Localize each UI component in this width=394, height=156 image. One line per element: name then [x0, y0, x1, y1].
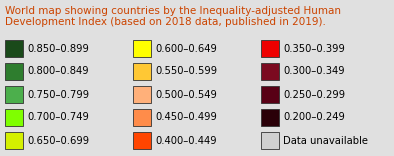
FancyBboxPatch shape — [133, 86, 151, 103]
FancyBboxPatch shape — [261, 132, 279, 149]
FancyBboxPatch shape — [5, 63, 23, 80]
FancyBboxPatch shape — [261, 40, 279, 57]
Text: Data unavailable: Data unavailable — [283, 136, 368, 146]
Text: 0.700–0.749: 0.700–0.749 — [27, 112, 89, 122]
Text: 0.400–0.449: 0.400–0.449 — [155, 136, 217, 146]
Text: 0.850–0.899: 0.850–0.899 — [27, 44, 89, 54]
FancyBboxPatch shape — [133, 40, 151, 57]
FancyBboxPatch shape — [133, 109, 151, 126]
FancyBboxPatch shape — [5, 86, 23, 103]
Text: 0.550–0.599: 0.550–0.599 — [155, 66, 217, 76]
Text: 0.450–0.499: 0.450–0.499 — [155, 112, 217, 122]
FancyBboxPatch shape — [5, 40, 23, 57]
Text: 0.600–0.649: 0.600–0.649 — [155, 44, 217, 54]
Text: World map showing countries by the Inequality-adjusted Human: World map showing countries by the Inequ… — [5, 6, 341, 16]
Text: Development Index (based on 2018 data, published in 2019).: Development Index (based on 2018 data, p… — [5, 17, 326, 27]
Text: 0.250–0.299: 0.250–0.299 — [283, 90, 345, 100]
FancyBboxPatch shape — [261, 109, 279, 126]
FancyBboxPatch shape — [5, 132, 23, 149]
FancyBboxPatch shape — [261, 63, 279, 80]
FancyBboxPatch shape — [261, 86, 279, 103]
Text: 0.300–0.349: 0.300–0.349 — [283, 66, 345, 76]
Text: 0.650–0.699: 0.650–0.699 — [27, 136, 89, 146]
Text: 0.750–0.799: 0.750–0.799 — [27, 90, 89, 100]
Text: 0.200–0.249: 0.200–0.249 — [283, 112, 345, 122]
Text: 0.800–0.849: 0.800–0.849 — [27, 66, 89, 76]
Text: 0.500–0.549: 0.500–0.549 — [155, 90, 217, 100]
FancyBboxPatch shape — [5, 109, 23, 126]
FancyBboxPatch shape — [133, 63, 151, 80]
Text: 0.350–0.399: 0.350–0.399 — [283, 44, 345, 54]
FancyBboxPatch shape — [133, 132, 151, 149]
